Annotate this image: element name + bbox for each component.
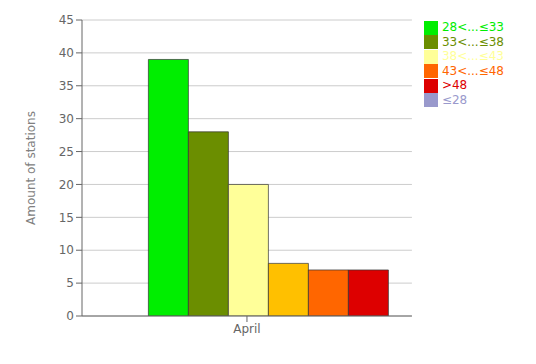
svg-text:10: 10 <box>59 243 74 257</box>
html-text:28<...≤33: 28<...≤33 <box>441 20 504 34</box>
html-text:43<...≤48: 43<...≤48 <box>441 63 504 78</box>
html-text:>48: >48 <box>441 78 468 92</box>
svg-text:0: 0 <box>66 309 74 323</box>
svg-text:35: 35 <box>59 79 74 93</box>
svg-text:30: 30 <box>59 112 74 126</box>
svg-text:20: 20 <box>59 178 74 192</box>
html-text:38<...≤43: 38<...≤43 <box>441 49 504 63</box>
html-text:≤28: ≤28 <box>441 92 468 107</box>
svg-text:45: 45 <box>59 13 74 27</box>
svg-text:Amount of stations: Amount of stations <box>24 111 38 225</box>
svg-text:April: April <box>233 322 260 336</box>
html-text:33<...≤38: 33<...≤38 <box>441 34 504 49</box>
svg-text:15: 15 <box>59 211 74 225</box>
svg-text:40: 40 <box>59 46 74 60</box>
svg-text:5: 5 <box>66 276 74 290</box>
svg-text:25: 25 <box>59 145 74 159</box>
